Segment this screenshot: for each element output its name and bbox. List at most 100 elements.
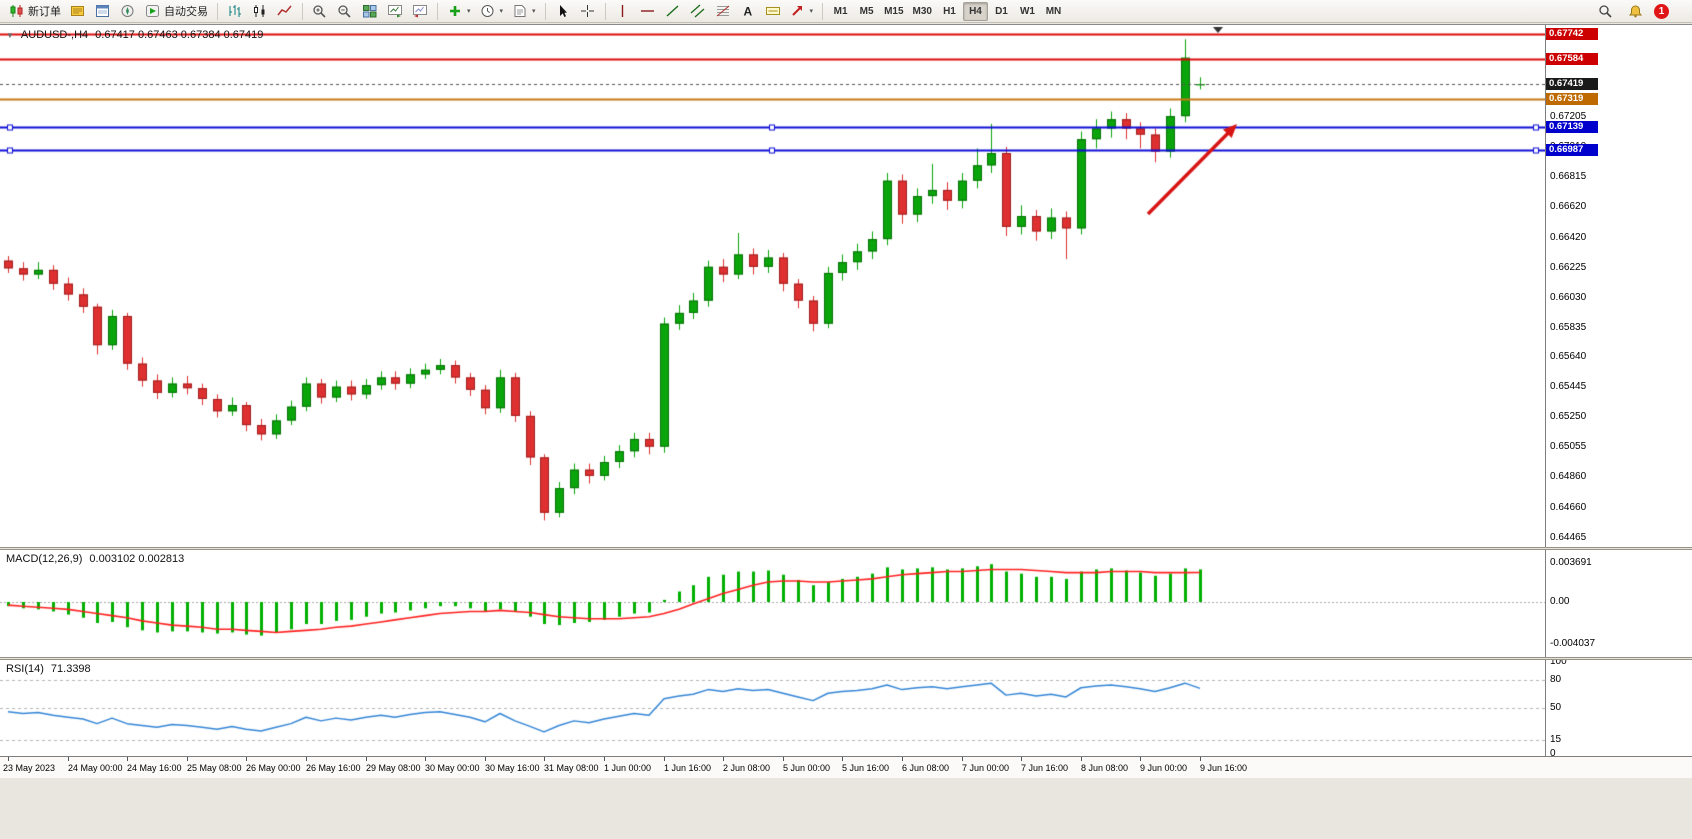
macd-indicator-label: MACD(12,26,9) 0.003102 0.002813 [6,553,184,565]
timeframe-m1[interactable]: M1 [833,5,848,17]
time-axis-label: 24 May 00:00 [68,763,123,773]
rsi-axis-label: 0 [1550,748,1556,759]
channel-icon [690,4,704,18]
time-axis-tick [1021,757,1022,761]
timeframe-h4[interactable]: H4 [962,1,988,21]
bell-icon [1629,5,1642,18]
price-axis-label: 0.64660 [1550,502,1587,514]
auto-scroll-button[interactable] [383,2,407,21]
crosshair-icon [580,5,594,17]
time-axis-label: 25 May 08:00 [187,763,242,773]
chevron-down-icon[interactable]: ▾ [499,8,504,15]
tile-windows-icon [363,5,377,18]
macd-panel-canvas[interactable] [0,550,1545,657]
horizontal-line-button[interactable] [636,2,660,21]
new-order-icon [10,5,23,17]
time-axis-tick [1081,757,1082,761]
clock-icon [481,5,494,17]
auto-scroll-icon [388,5,402,18]
chart-window[interactable]: 0.672050.670100.668150.666200.664200.662… [0,24,1692,778]
navigator-button[interactable] [116,2,140,21]
zoom-out-button[interactable] [333,2,357,21]
tile-windows-button[interactable] [358,2,382,21]
cursor-button[interactable] [551,2,575,21]
price-axis-label: 0.67205 [1550,110,1587,122]
crosshair-button[interactable] [576,2,600,21]
price-axis-label: 0.65835 [1550,321,1587,333]
rsi-axis-label: 80 [1550,674,1562,686]
time-axis-tick [187,757,188,761]
toolbar-separator [604,2,606,20]
price-axis[interactable]: 0.672050.670100.668150.666200.664200.662… [1545,25,1692,759]
candlestick-mode-button[interactable] [248,2,272,21]
toolbar-separator [217,2,218,20]
time-axis-label: 7 Jun 00:00 [962,763,1010,773]
time-axis-tick [1200,757,1201,761]
time-axis-tick [366,757,367,761]
timeframe-m5[interactable]: M5 [859,5,874,17]
collapse-chart-icon[interactable]: ▼ [6,31,14,40]
periods-button[interactable]: ▾ [476,2,508,21]
timeframe-w1[interactable]: W1 [1019,5,1035,17]
line-chart-icon [277,5,292,16]
text-button[interactable]: A [736,2,760,21]
svg-text:A: A [743,5,752,19]
cursor-icon [559,5,567,17]
trendline-button[interactable] [661,2,685,21]
autotrading-button[interactable]: 自动交易 [141,2,212,21]
navigator-icon [121,5,134,17]
fibonacci-icon [716,5,729,17]
window-bottom-area [0,777,1692,839]
chevron-down-icon[interactable]: ▾ [467,8,471,15]
time-axis-tick [962,757,963,761]
line-chart-mode-button[interactable] [273,2,297,21]
time-axis-tick [246,757,247,761]
trendline-icon [666,5,679,17]
timeframe-m30[interactable]: M30 [912,5,932,17]
timeframe-h1[interactable]: H1 [943,5,956,17]
time-axis-tick [425,757,426,761]
bar-chart-mode-button[interactable] [223,2,247,21]
time-axis-tick [842,757,843,761]
templates-button[interactable]: ▾ [508,2,540,21]
indicators-button[interactable]: ▾ [443,2,475,21]
time-axis-label: 6 Jun 08:00 [902,763,950,773]
price-axis-label: 0.66420 [1550,231,1587,243]
time-axis-label: 30 May 00:00 [425,763,480,773]
time-axis-tick [544,757,545,761]
price-axis-label: 0.64860 [1550,471,1587,483]
timeframe-mn[interactable]: MN [1045,5,1062,17]
rsi-panel-canvas[interactable] [0,660,1545,756]
vertical-line-button[interactable] [611,2,635,21]
channel-button[interactable] [686,2,710,21]
text-label-icon [765,7,780,15]
market-watch-button[interactable] [66,2,90,21]
arrows-button[interactable]: ▾ [786,2,818,21]
search-button[interactable] [1594,2,1618,21]
time-axis[interactable]: 23 May 2023 24 May 00:00 24 May 16:00 25 Ma… [0,756,1692,778]
line-price-badge: 0.66987 [1546,144,1598,156]
data-window-button[interactable] [91,2,115,21]
new-order-button[interactable]: 新订单 [5,2,65,21]
notification-badge[interactable]: 1 [1654,3,1669,19]
timeframe-m15[interactable]: M15 [884,5,904,17]
chevron-down-icon[interactable]: ▾ [809,8,814,15]
text-label-button[interactable] [761,2,785,21]
rsi-name: RSI(14) [6,663,44,675]
alerts-button[interactable] [1624,2,1648,21]
chart-shift-button[interactable] [408,2,432,21]
panel-splitter-rsi[interactable] [0,657,1692,660]
main-chart-canvas[interactable] [0,25,1545,547]
panel-splitter-macd[interactable] [0,547,1692,550]
zoom-in-button[interactable] [308,2,332,21]
time-axis-label: 30 May 16:00 [485,763,540,773]
time-axis-label: 5 Jun 00:00 [783,763,831,773]
chevron-down-icon[interactable]: ▾ [532,8,536,15]
toolbar-right-group: 1 [1594,2,1687,21]
fibonacci-button[interactable] [711,2,735,21]
timeframe-d1[interactable]: D1 [995,5,1008,17]
time-axis-label: 26 May 00:00 [246,763,301,773]
price-axis-label: 0.65445 [1550,381,1587,393]
chart-symbol-period: AUDUSD-,H4 [20,29,89,41]
text-icon: A [743,5,752,19]
